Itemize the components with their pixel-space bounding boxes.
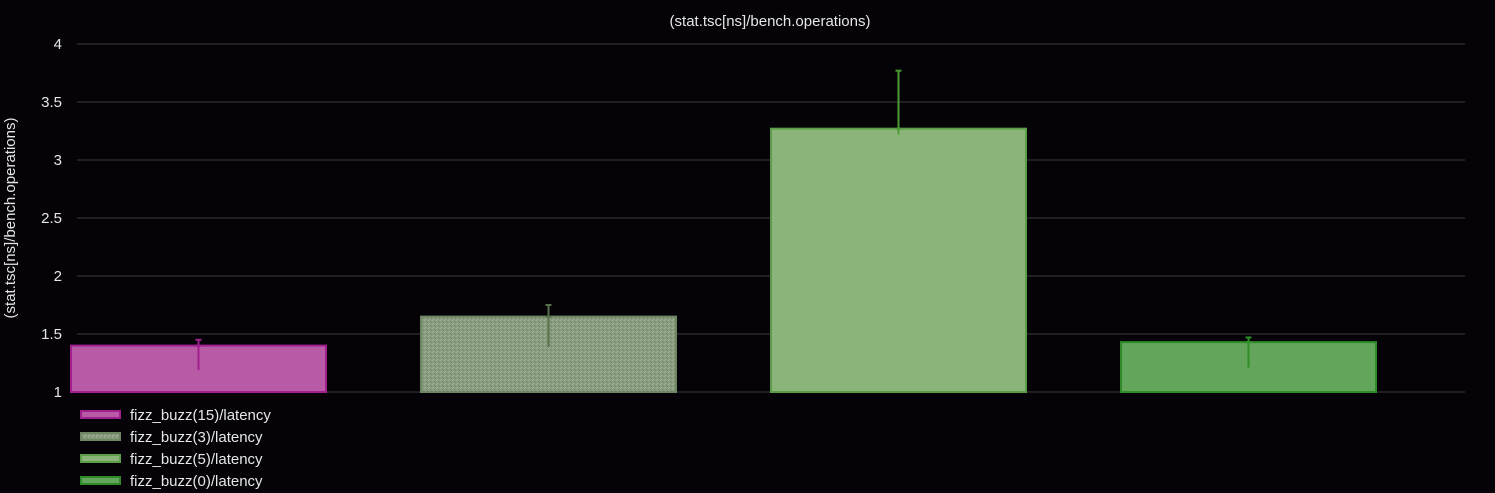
bar [770,127,1027,393]
y-axis-label: (stat.tsc[ns]/bench.operations) [2,118,19,319]
y-axis-ticks: 1 1.5 2 2.5 3 3.5 4 [41,36,62,401]
legend: fizz_buzz(15)/latency fizz_buzz(3)/latenc… [80,407,271,490]
y-tick-label: 2.5 [41,210,62,227]
y-tick-label: 1 [54,384,62,401]
legend-swatch [80,476,121,485]
error-bars [195,69,1252,370]
y-tick-label: 3.5 [41,94,62,111]
legend-label: fizz_buzz(15)/latency [130,407,271,424]
legend-swatch [80,410,121,419]
bars [70,127,1377,394]
y-tick-label: 4 [54,36,62,53]
y-tick-label: 2 [54,268,62,285]
y-tick-label: 1.5 [41,326,62,343]
legend-label: fizz_buzz(3)/latency [130,429,263,446]
y-tick-label: 3 [54,152,62,169]
legend-swatch [80,454,121,463]
legend-label: fizz_buzz(0)/latency [130,473,263,490]
chart-title: (stat.tsc[ns]/bench.operations) [670,13,871,30]
legend-label: fizz_buzz(5)/latency [130,451,263,468]
legend-swatch [80,432,121,441]
